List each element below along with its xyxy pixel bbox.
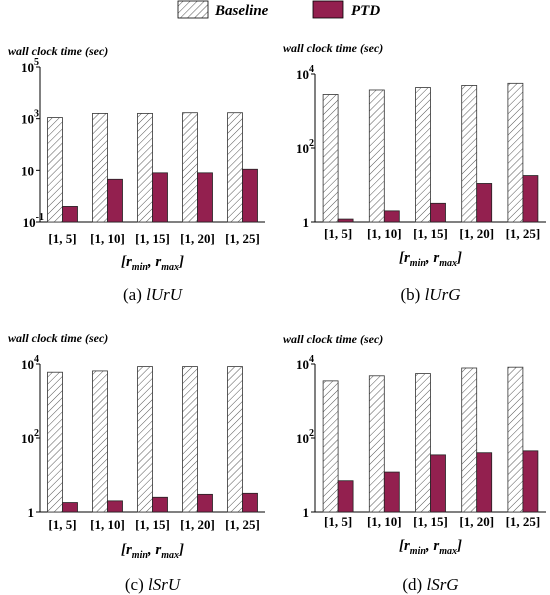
bar-ptd (430, 454, 446, 513)
chart-panel-4: wall clock time (sec) 1 102 104 [1, 5] [1, 10… (283, 332, 546, 594)
x-tick-label: [1, 10] (90, 517, 125, 532)
x-tick-label: [1, 20] (459, 226, 494, 241)
x-tick-label: [1, 25] (506, 226, 541, 241)
y-tick-label: 1 (303, 215, 310, 230)
x-axis-label: [rmin, rmax] (399, 538, 462, 557)
y-tick-label: 102 (21, 428, 39, 446)
x-tick-label: [1, 10] (90, 231, 125, 246)
y-tick-label: 104 (296, 354, 314, 372)
bar-baseline (415, 87, 431, 223)
x-axis-label: [rmin, rmax] (121, 254, 184, 273)
bar-ptd (476, 183, 493, 223)
x-tick-label: [1, 20] (180, 231, 215, 246)
y-tick-label: 105 (21, 57, 39, 75)
chart-panel-1: wall clock time (sec) 10-1 10 103 105 [1, 5] [… (8, 44, 265, 304)
x-tick-label: [1, 15] (413, 514, 448, 529)
bar-ptd (522, 175, 539, 223)
chart-panel-3: wall clock time (sec) 1 102 104 [1, 5] [1, 10… (8, 331, 265, 594)
y-axis-label: wall clock time (sec) (8, 44, 108, 58)
bar-baseline (182, 366, 198, 513)
bar-baseline (92, 112, 108, 223)
chart-panel-2: wall clock time (sec) 1 102 104 [1, 5] [1, 10… (283, 41, 546, 304)
bar-baseline (137, 112, 153, 223)
y-axis-label: wall clock time (sec) (283, 332, 383, 346)
y-tick-label: 10-1 (23, 212, 44, 230)
bar-ptd (476, 452, 493, 513)
x-tick-label: [1, 15] (413, 226, 448, 241)
bar-ptd (197, 172, 213, 223)
bar-ptd (337, 480, 354, 513)
bar-ptd (430, 202, 446, 223)
y-tick-label: 102 (296, 138, 314, 156)
x-tick-label: [1, 5] (48, 517, 76, 532)
y-tick-label: 1 (303, 505, 310, 520)
y-tick-label: 104 (296, 64, 314, 82)
bar-baseline (47, 117, 63, 223)
bar-ptd (107, 178, 123, 223)
x-tick-label: [1, 5] (324, 226, 352, 241)
bar-baseline (461, 85, 478, 223)
y-tick-label: 10 (21, 163, 34, 178)
y-axis-label: wall clock time (sec) (8, 331, 108, 345)
bar-baseline (507, 82, 524, 223)
x-tick-label: [1, 25] (506, 514, 541, 529)
y-tick-label: 102 (296, 428, 314, 446)
x-tick-label: [1, 10] (367, 226, 402, 241)
bar-ptd (197, 493, 213, 513)
x-tick-label: [1, 25] (225, 231, 260, 246)
bar-ptd (242, 168, 258, 223)
y-tick-label: 103 (21, 109, 39, 127)
chart-caption: (a) lUrU (123, 285, 184, 304)
chart-caption: (d) lSrG (402, 575, 458, 594)
bar-ptd (107, 500, 123, 513)
legend-label-baseline: Baseline (214, 3, 269, 19)
bar-baseline (461, 367, 478, 513)
bar-baseline (92, 370, 108, 513)
bar-baseline (322, 380, 339, 513)
bar-baseline (182, 112, 198, 223)
bar-ptd (383, 471, 400, 513)
bar-ptd (152, 172, 168, 223)
bar-baseline (227, 366, 243, 513)
x-tick-label: [1, 10] (367, 514, 402, 529)
bar-ptd (383, 210, 400, 223)
bar-ptd (62, 206, 78, 223)
x-tick-label: [1, 15] (135, 517, 170, 532)
x-tick-label: [1, 5] (324, 514, 352, 529)
x-tick-label: [1, 25] (225, 517, 260, 532)
x-tick-label: [1, 15] (135, 231, 170, 246)
bar-ptd (337, 218, 354, 223)
bar-baseline (368, 375, 385, 513)
x-tick-label: [1, 20] (459, 514, 494, 529)
x-axis-label: [rmin, rmax] (121, 542, 184, 561)
bar-baseline (137, 366, 153, 513)
x-tick-label: [1, 5] (48, 231, 76, 246)
legend-swatch-ptd (312, 0, 344, 19)
bar-ptd (522, 450, 539, 513)
legend-label-ptd: PTD (351, 3, 380, 19)
bar-baseline (368, 89, 385, 223)
bar-ptd (62, 502, 78, 513)
chart-caption: (c) lSrU (125, 575, 182, 594)
bar-baseline (415, 373, 431, 513)
bar-baseline (227, 112, 243, 223)
chart-caption: (b) lUrG (401, 285, 461, 304)
bar-baseline (47, 371, 63, 513)
x-axis-label: [rmin, rmax] (399, 250, 462, 269)
y-tick-label: 104 (21, 354, 39, 372)
bar-baseline (507, 366, 524, 513)
x-tick-label: [1, 20] (180, 517, 215, 532)
y-tick-label: 1 (28, 505, 35, 520)
legend: Baseline PTD (177, 0, 380, 19)
y-axis-label: wall clock time (sec) (283, 41, 383, 55)
bar-baseline (322, 94, 339, 223)
chart-panels: wall clock time (sec) 10-1 10 103 105 [1, 5] [… (8, 41, 546, 594)
legend-swatch-baseline (177, 0, 209, 19)
bar-ptd (242, 492, 258, 513)
bar-ptd (152, 496, 168, 513)
